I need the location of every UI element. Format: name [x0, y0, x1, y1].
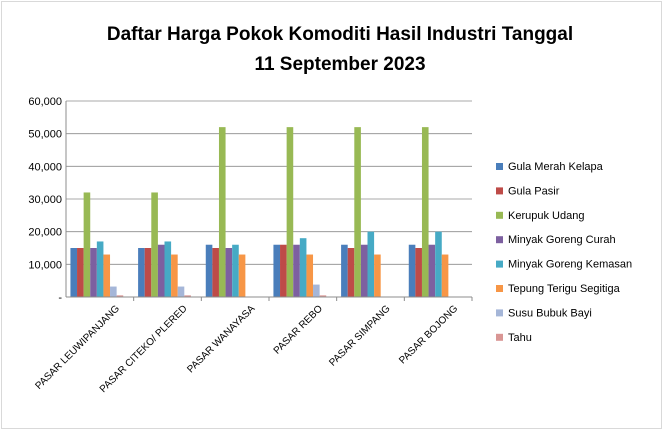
bar	[435, 231, 442, 297]
legend-swatch	[496, 333, 503, 341]
bar	[232, 244, 239, 297]
bar	[177, 286, 185, 297]
bar	[83, 192, 91, 297]
bar	[96, 241, 104, 297]
gridlines	[66, 100, 472, 265]
bar	[138, 248, 145, 297]
bar	[306, 254, 314, 297]
bar	[415, 248, 422, 297]
bar	[313, 284, 320, 297]
bar	[293, 244, 300, 297]
bar	[347, 248, 355, 297]
legend-label: Susu Bubuk Bayi	[508, 307, 592, 319]
y-tick-label: 10,000	[28, 259, 62, 271]
bar	[319, 295, 327, 297]
bar	[273, 244, 281, 297]
legend-swatch	[496, 309, 503, 317]
legend-label: Gula Pasir	[508, 185, 560, 197]
bar	[238, 254, 246, 297]
y-tick-label: 50,000	[28, 129, 62, 141]
bar	[116, 295, 124, 297]
bar	[77, 248, 84, 297]
x-category-label: PASAR SIMPANG	[327, 303, 392, 368]
y-tick-label: -	[58, 292, 62, 304]
bar	[212, 248, 219, 297]
legend-swatch	[496, 236, 503, 244]
bar	[299, 238, 307, 297]
bar	[280, 244, 287, 297]
bar	[225, 248, 233, 297]
bar	[171, 254, 178, 297]
legend-swatch	[496, 163, 503, 170]
bar	[144, 248, 152, 297]
bar	[205, 244, 213, 297]
y-tick-label: 60,000	[28, 96, 62, 108]
legend-swatch	[496, 285, 503, 292]
bar	[151, 192, 158, 297]
y-axis: - 10,000 20,000 30,000 40,000 50,000 60,000	[28, 96, 67, 304]
legend-label: Gula Merah Kelapa	[508, 161, 604, 173]
x-category-label: PASAR WANAYASA	[185, 303, 257, 375]
bar	[184, 295, 191, 297]
bar	[341, 244, 348, 297]
legend-swatch	[496, 187, 503, 195]
bar	[408, 244, 416, 297]
bar	[157, 244, 165, 297]
bar	[374, 254, 381, 297]
bars	[70, 127, 449, 297]
bar	[164, 241, 172, 297]
legend-label: Minyak Goreng Kemasan	[508, 259, 632, 271]
x-category-label: PASAR REBO	[272, 303, 325, 356]
bar	[441, 254, 449, 297]
bar	[360, 244, 368, 297]
legend-label: Tahu	[508, 332, 532, 344]
bar	[286, 127, 294, 297]
bar	[428, 244, 436, 297]
y-tick-label: 20,000	[28, 227, 62, 239]
legend-label: Kerupuk Udang	[508, 210, 584, 222]
bar	[110, 286, 117, 297]
legend-swatch	[496, 260, 503, 268]
legend-label: Tepung Terigu Segitiga	[508, 283, 621, 295]
x-category-label: PASAR BOJONG	[397, 303, 460, 366]
chart-title-line1: Daftar Harga Pokok Komoditi Hasil Indust…	[106, 24, 574, 45]
bar	[90, 248, 97, 297]
chart-title-line2: 11 September 2023	[254, 54, 426, 75]
bar	[70, 248, 78, 297]
y-tick-label: 40,000	[28, 161, 62, 173]
bar	[218, 127, 226, 297]
bar	[354, 127, 361, 297]
bar	[367, 231, 375, 297]
legend: Gula Merah Kelapa Gula Pasir Kerupuk Udang…	[496, 161, 632, 344]
bar	[103, 254, 111, 297]
legend-label: Minyak Goreng Curah	[508, 234, 616, 246]
legend-swatch	[496, 211, 503, 219]
bar	[421, 127, 429, 297]
y-tick-label: 30,000	[28, 194, 62, 206]
